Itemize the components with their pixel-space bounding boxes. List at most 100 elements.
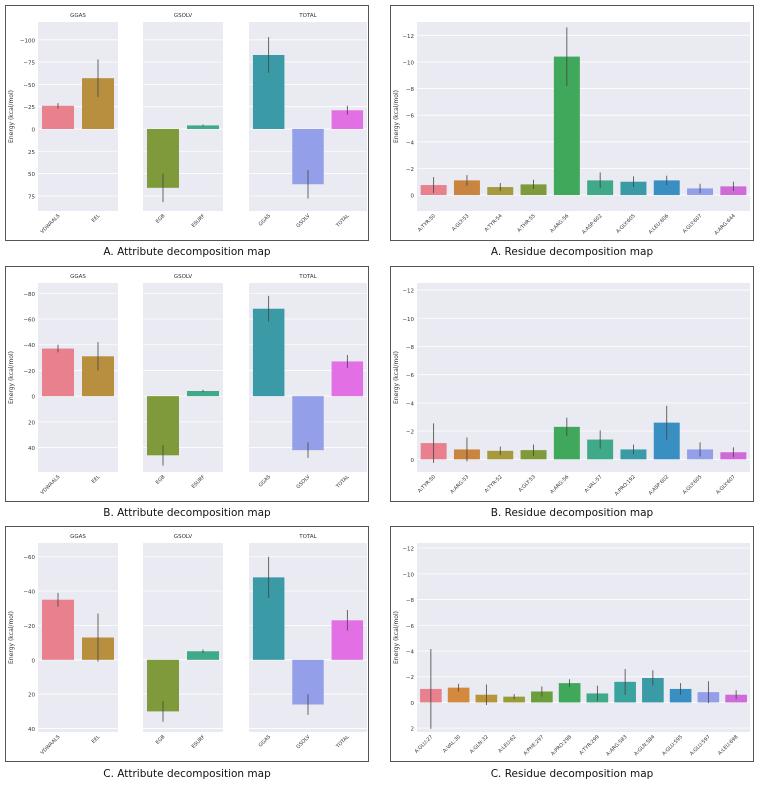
panel-title: TOTAL	[298, 534, 317, 540]
bar	[292, 396, 324, 451]
residue-caption-c: C. Residue decomposition map	[490, 768, 654, 780]
x-tick-label: A:ARG:56	[549, 213, 570, 234]
x-tick-label: VDWAALS	[40, 474, 62, 496]
y-tick-label: 2	[411, 727, 415, 733]
y-tick-label: 0	[32, 127, 36, 133]
residue-caption-b: B. Residue decomposition map	[490, 507, 654, 519]
x-tick-label: A:TYR:52	[484, 474, 504, 494]
y-tick-label: −40	[23, 590, 35, 596]
y-tick-label: 0	[411, 458, 415, 464]
y-tick-label: 20	[28, 693, 35, 699]
attribute-figure-b: 40 20 0 −20 −40 −60 −80 Energy (kcal/mol) GGAS VD…	[5, 266, 369, 502]
residue-figure-c: 2 0 −2 −4 −6 −8 −10 −12 Energy (kcal/mol) A:GLU:2…	[390, 526, 754, 762]
y-tick-label: −100	[20, 38, 36, 44]
y-tick-label: 0	[32, 395, 36, 401]
x-tick-label: A:GLN:32	[469, 734, 490, 755]
y-tick-label: −8	[406, 345, 415, 351]
panel-title: GSOLV	[174, 13, 193, 19]
y-tick-label: 0	[411, 194, 415, 200]
attribute-chart-a: 75 50 25 0 −25 −50 −75 −100 Energy (kcal/mol) GGA…	[8, 13, 367, 235]
y-tick-label: −4	[406, 140, 415, 146]
y-tick-label: −4	[406, 401, 415, 407]
y-tick-label: −8	[406, 598, 415, 604]
x-tick-label: GSOLV	[295, 213, 311, 229]
y-tick-label: −25	[23, 105, 35, 111]
attribute-figure-a: 75 50 25 0 −25 −50 −75 −100 Energy (kcal/mol) GGA…	[5, 5, 369, 241]
panel-title: TOTAL	[298, 274, 317, 280]
attribute-chart-c: 40 20 0 −20 −40 −60 Energy (kcal/mol) GGAS VDWAA…	[8, 534, 367, 756]
y-tick-label: 75	[28, 194, 35, 200]
x-tick-label: EEL	[91, 213, 102, 224]
x-tick-label: A:ASP:602	[648, 474, 671, 497]
panel-title: GSOLV	[174, 534, 193, 540]
x-tick-label: EEL	[91, 474, 102, 485]
x-tick-label: A:ARG:56	[549, 474, 570, 495]
y-tick-label: −12	[402, 34, 414, 40]
y-axis-label: Energy (kcal/mol)	[393, 351, 400, 404]
y-tick-label: 0	[32, 658, 36, 664]
plot-background	[417, 22, 750, 211]
x-tick-label: A:TYR:50	[417, 474, 437, 494]
y-tick-label: −8	[406, 87, 415, 93]
bar	[620, 181, 647, 196]
x-tick-label: EGB	[155, 474, 167, 486]
x-tick-label: ESURF	[191, 213, 207, 229]
y-tick-label: −20	[23, 624, 35, 630]
x-tick-label: A:GLY:605	[615, 213, 637, 235]
attribute-chart-b: 40 20 0 −20 −40 −60 −80 Energy (kcal/mol) GGAS VD…	[8, 274, 367, 496]
x-tick-label: ESURF	[191, 474, 207, 490]
y-tick-label: 0	[411, 701, 415, 707]
y-axis-label: Energy (kcal/mol)	[393, 90, 400, 143]
x-tick-label: A:TYR:54	[484, 213, 504, 233]
y-tick-label: −6	[406, 114, 415, 120]
y-tick-label: −6	[406, 624, 415, 630]
x-tick-label: TOTAL	[335, 734, 351, 750]
x-tick-label: A:TYR:50	[417, 213, 437, 233]
panel-title: GSOLV	[174, 274, 193, 280]
y-tick-label: 20	[28, 420, 35, 426]
y-tick-label: −40	[23, 343, 35, 349]
bar	[503, 696, 525, 703]
y-tick-label: −12	[402, 289, 414, 295]
y-tick-label: −60	[23, 318, 35, 324]
x-tick-label: A:ARG:583	[605, 734, 628, 757]
x-tick-label: VDWAALS	[40, 734, 62, 756]
y-tick-label: −60	[23, 555, 35, 561]
x-tick-label: A:ARG:644	[713, 213, 736, 236]
bar	[187, 391, 219, 397]
y-tick-label: −50	[23, 83, 35, 89]
x-tick-label: A:GLY:53	[518, 474, 537, 493]
x-tick-label: A:LEU:606	[648, 213, 671, 236]
bar	[587, 439, 614, 460]
bar	[447, 687, 470, 703]
y-tick-label: −80	[23, 292, 35, 298]
y-tick-label: −2	[406, 430, 414, 436]
panel-title: GGAS	[70, 13, 86, 19]
x-tick-label: A:LEU:62	[497, 734, 517, 754]
y-tick-label: −12	[402, 547, 414, 553]
attribute-caption-b: B. Attribute decomposition map	[103, 507, 271, 519]
panel-title: TOTAL	[298, 13, 317, 19]
x-tick-label: A:GLU:597	[689, 734, 712, 757]
y-tick-label: −2	[406, 167, 414, 173]
bar	[331, 110, 364, 129]
x-tick-label: A:GLN:584	[633, 734, 656, 757]
plot-background	[417, 543, 750, 732]
x-tick-label: VDWAALS	[40, 213, 62, 235]
x-tick-label: A:ASP:602	[581, 213, 604, 236]
x-tick-label: A:PRO:298	[550, 734, 573, 757]
y-tick-label: −10	[402, 317, 414, 323]
x-tick-label: GGAS	[258, 213, 272, 227]
x-tick-label: A:VAL:57	[584, 474, 604, 494]
bar	[669, 688, 692, 703]
residue-chart-c: 2 0 −2 −4 −6 −8 −10 −12 Energy (kcal/mol) A:GLU:2…	[393, 543, 750, 758]
attribute-figure-c: 40 20 0 −20 −40 −60 Energy (kcal/mol) GGAS VDWAA…	[5, 526, 369, 762]
x-tick-label: EGB	[155, 213, 167, 225]
x-tick-label: A:GLY:605	[682, 474, 704, 496]
bar	[531, 691, 553, 703]
x-tick-label: TOTAL	[335, 213, 351, 229]
x-tick-label: A:GLU:595	[661, 734, 684, 757]
residue-chart-b: 0 −2 −4 −6 −8 −10 −12 Energy (kcal/mol) A:TYR:50…	[393, 283, 750, 497]
x-tick-label: A:GLY:53	[451, 213, 470, 232]
y-tick-label: 50	[28, 172, 35, 178]
